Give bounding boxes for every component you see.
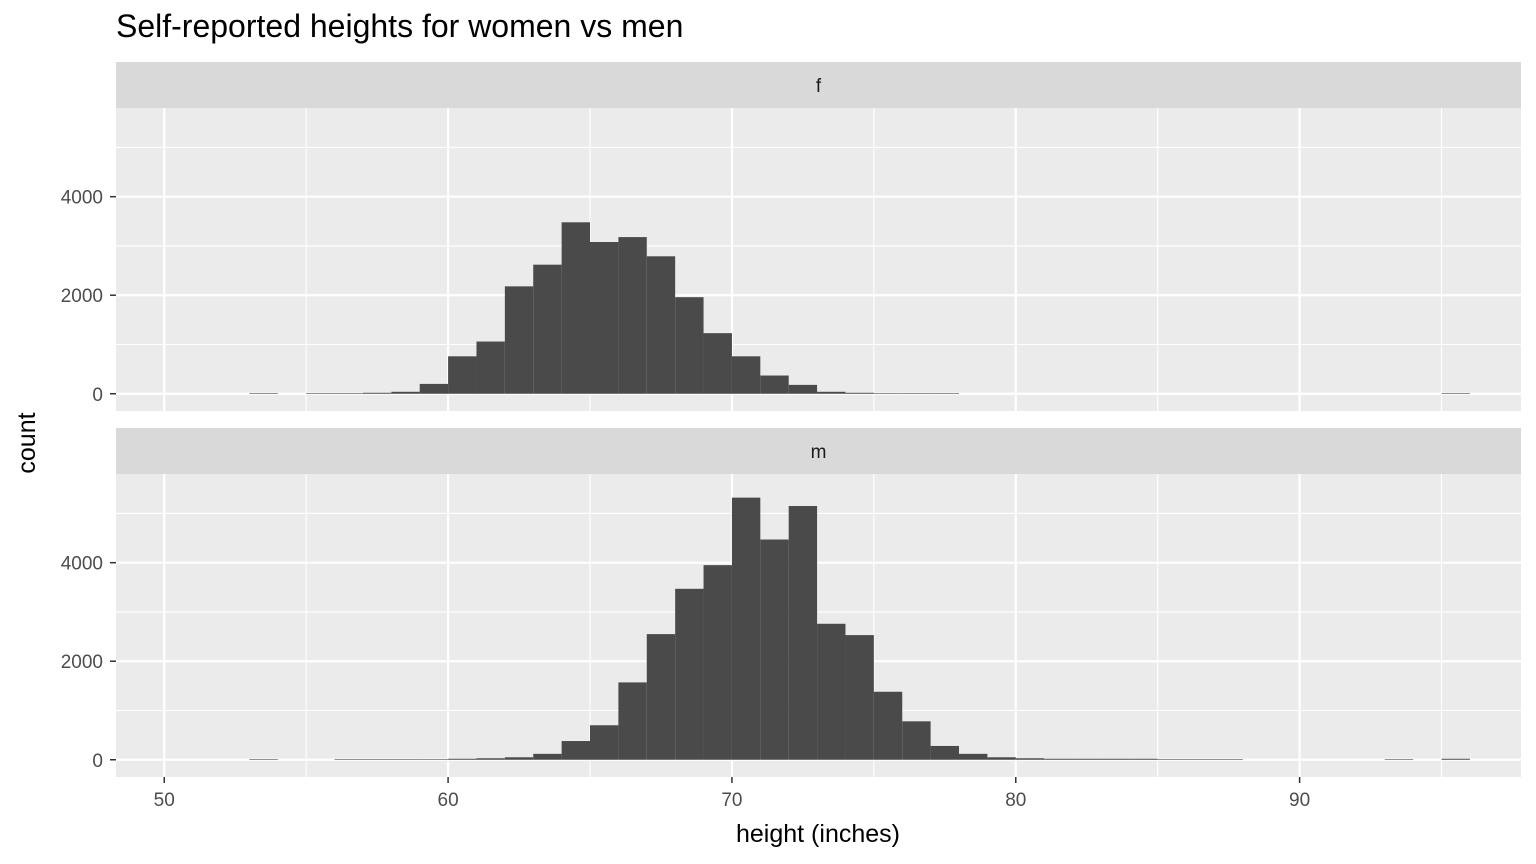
histogram-bar (590, 242, 619, 394)
histogram-bar (703, 333, 732, 394)
histogram-bar (334, 759, 363, 760)
panel-background (116, 108, 1521, 411)
histogram-bar (391, 391, 420, 394)
histogram-bar (845, 392, 874, 394)
histogram-bar (1186, 759, 1215, 760)
histogram-bar (675, 297, 704, 394)
histogram-bar (845, 635, 874, 760)
histogram-bar (476, 341, 505, 394)
facet-strip-label: f (816, 76, 822, 97)
x-tick-label: 90 (1289, 790, 1310, 811)
x-tick-label: 50 (154, 790, 175, 811)
facet-strip (116, 62, 1521, 108)
histogram-bar (249, 393, 278, 394)
histogram-bar (703, 565, 732, 760)
histogram-bar (590, 725, 619, 760)
histogram-bar (306, 393, 335, 394)
histogram-bar (533, 264, 562, 394)
y-tick-label: 2000 (61, 286, 103, 307)
histogram-bar (675, 588, 704, 760)
y-tick-label: 0 (92, 751, 103, 772)
histogram-bar (448, 758, 477, 760)
histogram-bar (1072, 758, 1101, 760)
histogram-bar (788, 506, 818, 760)
histogram-bar (476, 758, 505, 760)
histogram-bar (391, 759, 420, 760)
histogram-bar (873, 691, 903, 760)
histogram-bar (817, 623, 846, 760)
histogram-bar (561, 741, 591, 760)
x-tick-label: 60 (438, 790, 459, 811)
histogram-bar (930, 745, 959, 760)
chart-title: Self-reported heights for women vs men (116, 8, 684, 44)
histogram-bar (646, 256, 676, 394)
histogram-bar (1015, 758, 1045, 760)
histogram-bar (646, 634, 676, 760)
histogram-bar (788, 384, 818, 394)
histogram-bar (760, 539, 789, 760)
histogram-bar (618, 237, 647, 394)
histogram-bar (902, 393, 931, 394)
y-tick-label: 0 (92, 385, 103, 406)
histogram-bar (1157, 759, 1187, 760)
histogram-bar (419, 759, 449, 760)
histogram-bar (249, 759, 278, 760)
histogram-bar (362, 759, 392, 760)
facet-panel-m: m 0 2000 4000 (61, 428, 1521, 777)
histogram-bar (731, 497, 761, 760)
histogram-bar (504, 757, 534, 760)
histogram-bar (1044, 758, 1073, 760)
histogram-bar (959, 753, 988, 760)
histogram-bar (902, 721, 931, 760)
histogram-bar (504, 286, 534, 394)
histogram-bar (1129, 758, 1158, 760)
facet-strip (116, 428, 1521, 474)
histogram-bar (930, 393, 959, 394)
x-tick-label: 70 (721, 790, 742, 811)
y-tick-label: 4000 (61, 554, 103, 575)
histogram-bar (731, 356, 761, 394)
histogram-bar (817, 391, 846, 394)
x-axis: 50 60 70 80 90 (154, 777, 1310, 811)
histogram-bar (987, 757, 1016, 760)
histogram-bar (419, 383, 449, 394)
histogram-bar (873, 393, 903, 394)
histogram-bar (448, 356, 477, 394)
histogram-bar (334, 393, 363, 394)
histogram-bar (760, 375, 789, 394)
y-tick-label: 2000 (61, 652, 103, 673)
histogram-bar (1100, 758, 1130, 760)
y-axis-title: count (13, 412, 41, 473)
facet-strip-label: m (811, 442, 827, 463)
x-tick-label: 80 (1005, 790, 1026, 811)
histogram-bar (561, 222, 591, 394)
x-axis-title: height (inches) (736, 820, 900, 848)
histogram-bar (362, 392, 392, 394)
histogram-bar (1441, 393, 1470, 394)
histogram-bar (618, 682, 647, 760)
histogram-bar (1214, 759, 1243, 760)
y-tick-label: 4000 (61, 188, 103, 209)
histogram-bar (533, 753, 562, 760)
histogram-bar (1384, 759, 1414, 760)
facet-panel-f: f 0 2000 4000 (61, 62, 1521, 411)
facet-panels: f 0 2000 4000 m 0 2000 4000 (61, 62, 1521, 777)
histogram-bar (1441, 758, 1470, 760)
